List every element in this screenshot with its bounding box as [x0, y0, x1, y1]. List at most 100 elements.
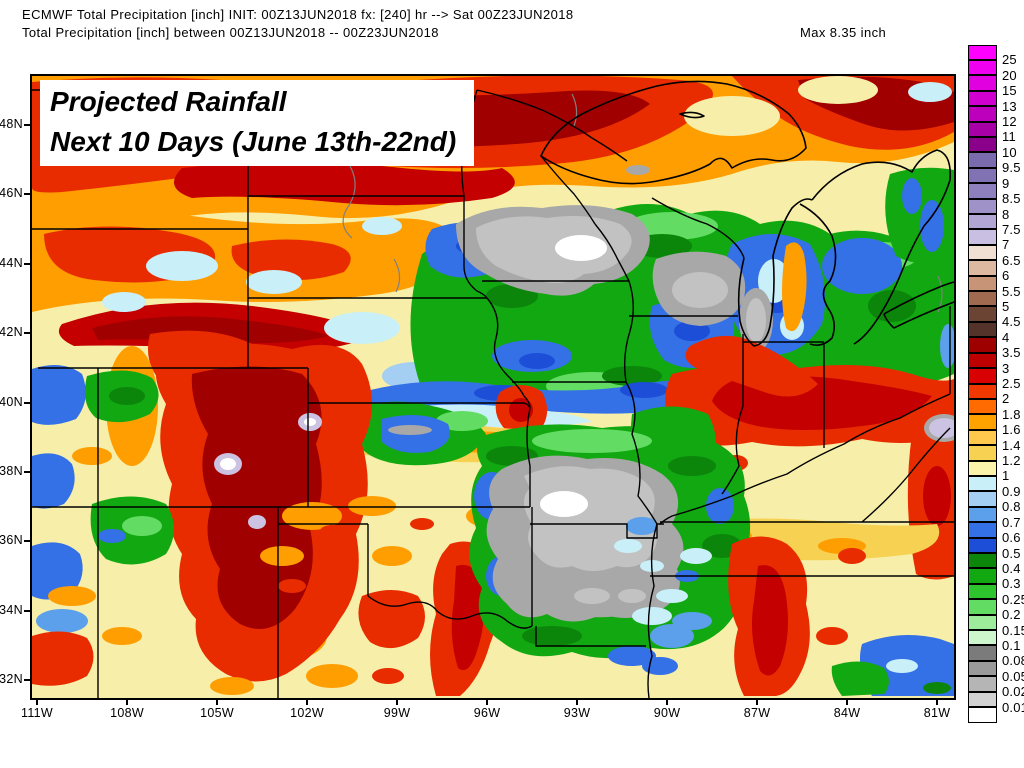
legend-swatch-row: 7.5 — [968, 214, 1024, 237]
legend-swatch-row: 4 — [968, 321, 1024, 345]
legend-swatch-row: 0.25 — [968, 583, 1024, 607]
legend-color-swatch — [968, 660, 997, 677]
legend-color-swatch — [968, 506, 997, 523]
legend-swatch-row: 9 — [968, 167, 1024, 191]
legend-color-swatch — [968, 383, 997, 399]
legend-swatch-row: 0.1 — [968, 630, 1024, 653]
legend-swatch-row: 0.01 — [968, 691, 1024, 715]
longitude-label: 99W — [383, 706, 411, 720]
legend-value-label: 0.3 — [1002, 576, 1021, 592]
latitude-tick-row: 38N — [0, 464, 30, 480]
state-borders — [32, 89, 954, 698]
latitude-label: 42N — [0, 325, 23, 340]
legend-swatch-row: 10 — [968, 136, 1024, 160]
longitude-tick-mark — [306, 700, 308, 705]
latitude-tick-mark — [24, 679, 30, 681]
legend-value-label: 1 — [1002, 468, 1010, 484]
legend-swatch-row: 0.4 — [968, 553, 1024, 576]
legend-value-label: 1.4 — [1002, 437, 1021, 453]
longitude-tick-mark — [126, 700, 128, 705]
legend-value-label: 0.02 — [1002, 684, 1024, 700]
longitude-label: 96W — [473, 706, 501, 720]
legend-swatch-row: 6.5 — [968, 244, 1024, 268]
legend-color-swatch — [968, 75, 997, 91]
legend-swatch-row: 0.2 — [968, 599, 1024, 622]
latitude-label: 46N — [0, 186, 23, 201]
legend-color-swatch — [968, 183, 997, 199]
longitude-label: 81W — [923, 706, 951, 720]
legend-color-swatch — [968, 553, 997, 569]
legend-color-swatch — [968, 568, 997, 584]
legend-color-swatch — [968, 691, 997, 708]
legend-color-swatch — [968, 414, 997, 430]
legend-swatch-row: 0.05 — [968, 660, 1024, 684]
great-lakes-outlines — [540, 80, 954, 347]
legend-swatch-row: 0.8 — [968, 491, 1024, 514]
legend-swatch-row: 1 — [968, 460, 1024, 483]
legend-color-swatch — [968, 614, 997, 631]
latitude-label: 36N — [0, 533, 23, 548]
latitude-tick-row: 40N — [0, 395, 30, 411]
legend-color-swatch — [968, 121, 997, 137]
latitude-label: 38N — [0, 463, 23, 478]
legend-value-label: 0.1 — [1002, 637, 1021, 653]
latitude-tick-row: 48N — [0, 117, 30, 133]
latitude-tick-mark — [24, 332, 30, 335]
legend-swatch-row: 11 — [968, 121, 1024, 144]
legend-color-swatch — [968, 475, 997, 492]
longitude-tick-mark — [576, 700, 578, 705]
legend-swatch-row: 3.5 — [968, 337, 1024, 360]
legend-value-label: 0.01 — [1002, 699, 1024, 715]
longitude-tick-mark — [846, 700, 848, 705]
longitude-label: 102W — [290, 706, 324, 720]
legend-swatch-row: 6 — [968, 260, 1024, 283]
legend-color-swatch — [968, 90, 997, 107]
legend-value-label: 2 — [1002, 391, 1010, 407]
legend-value-label: 0.08 — [1002, 653, 1024, 669]
latitude-tick-row: 36N — [0, 533, 30, 549]
legend-swatch-row: 0.5 — [968, 537, 1024, 561]
legend-value-label: 5.5 — [1002, 283, 1021, 299]
legend-value-label: 0.4 — [1002, 560, 1021, 576]
legend-value-label: 25 — [1002, 52, 1017, 68]
legend-color-swatch — [968, 583, 997, 600]
legend-value-label: 0.8 — [1002, 499, 1021, 515]
legend-value-label: 0.7 — [1002, 514, 1021, 530]
latitude-label: 40N — [0, 394, 23, 409]
legend-color-swatch — [968, 136, 997, 153]
latitude-label: 32N — [0, 672, 23, 686]
legend-color-swatch — [968, 106, 997, 122]
legend-swatch-row: 0.02 — [968, 676, 1024, 699]
longitude-label: 108W — [110, 706, 144, 720]
legend-value-label: 0.9 — [1002, 483, 1021, 499]
legend-color-swatch — [968, 491, 997, 507]
legend-value-label: 5 — [1002, 298, 1010, 314]
latitude-tick-row: 32N — [0, 672, 30, 688]
legend-color-swatch — [968, 445, 997, 461]
legend-value-label: 1.8 — [1002, 406, 1021, 422]
legend-value-label: 6 — [1002, 268, 1010, 284]
precipitation-contour-art — [32, 76, 954, 698]
legend-value-label: 9.5 — [1002, 160, 1021, 176]
legend-swatch-row: 2 — [968, 383, 1024, 406]
legend-color-swatch — [968, 460, 997, 476]
latitude-tick-mark — [24, 470, 30, 473]
latitude-tick-mark — [24, 124, 30, 126]
latitude-axis: 48N 46N 44N 42N 40N — [0, 74, 30, 700]
longitude-tick-mark — [756, 700, 758, 705]
legend-value-label: 3 — [1002, 360, 1010, 376]
longitude-tick-mark — [936, 700, 938, 705]
legend-swatch-row: 13 — [968, 90, 1024, 114]
legend-value-label: 4.5 — [1002, 314, 1021, 330]
title-overlay: Projected Rainfall Next 10 Days (June 13… — [40, 80, 474, 166]
header-line1: ECMWF Total Precipitation [inch] INIT: 0… — [22, 7, 574, 22]
legend-swatch-row: 0.15 — [968, 614, 1024, 638]
river-lines — [342, 93, 943, 313]
longitude-tick-mark — [36, 700, 38, 705]
legend-color-swatch — [968, 429, 997, 446]
legend-value-label: 0.2 — [1002, 607, 1021, 623]
legend-value-label: 10 — [1002, 144, 1017, 160]
legend-swatch-row: 1.8 — [968, 398, 1024, 422]
overlay-title-line1: Projected Rainfall — [50, 86, 287, 117]
